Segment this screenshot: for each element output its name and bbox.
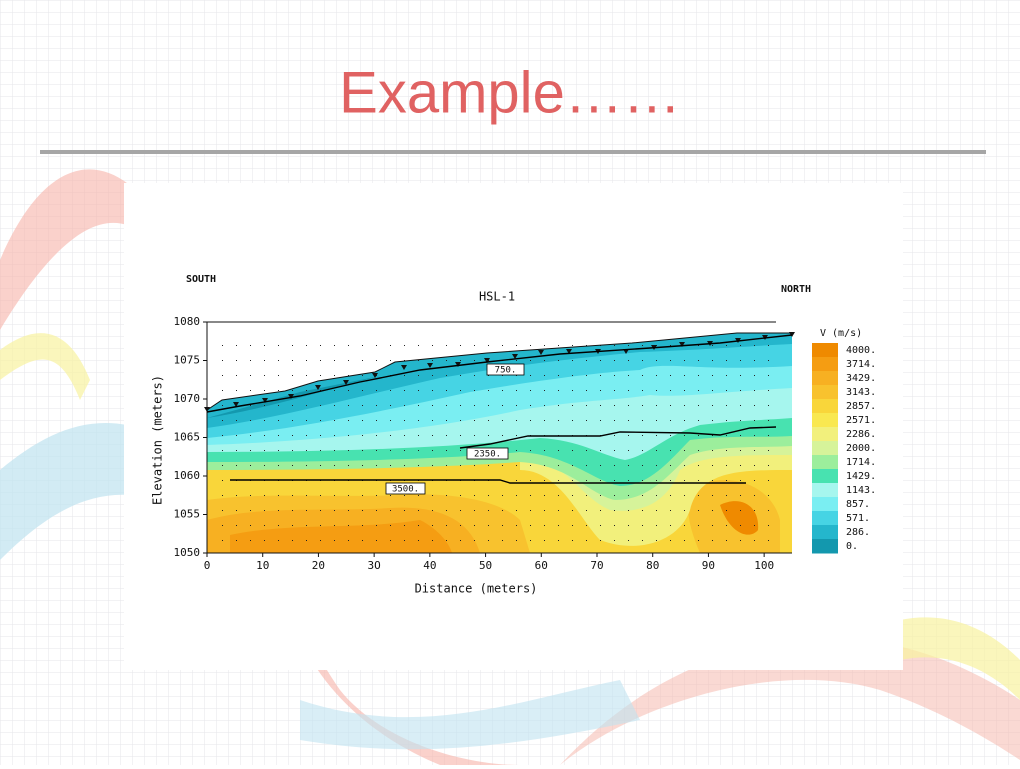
- chart-title: HSL-1: [479, 290, 515, 304]
- y-tick-label: 1075: [174, 354, 201, 367]
- geophone: [288, 394, 294, 399]
- y-tick-label: 1070: [174, 392, 201, 405]
- colorbar-swatch: [812, 399, 838, 414]
- contour-label: 750.: [495, 366, 517, 376]
- decor-swoosh: [900, 617, 1020, 700]
- colorbar-swatch: [812, 441, 838, 456]
- colorbar-label: 2286.: [846, 429, 876, 440]
- y-tick-label: 1055: [174, 508, 201, 521]
- velocity-field: [207, 333, 792, 553]
- colorbar-label: 2000.: [846, 443, 876, 454]
- colorbar-swatch: [812, 427, 838, 442]
- geophone: [427, 363, 433, 368]
- colorbar-label: 1143.: [846, 485, 876, 496]
- decor-swoosh: [0, 333, 90, 400]
- geophone: [679, 342, 685, 347]
- geophone: [233, 402, 239, 407]
- x-tick-label: 3O: [368, 559, 381, 572]
- colorbar-swatch: [812, 455, 838, 470]
- colorbar-label: 2571.: [846, 415, 876, 426]
- x-tick-label: 50: [479, 559, 492, 572]
- contour-line: [230, 479, 746, 484]
- colorbar-label: 1429.: [846, 471, 876, 482]
- contour-label: 2350.: [474, 450, 501, 460]
- colorbar-swatch: [812, 357, 838, 372]
- decor-swoosh: [560, 638, 1020, 765]
- colorbar-swatch: [812, 497, 838, 512]
- geophone: [315, 385, 321, 390]
- y-axis-label: Elevation (meters): [151, 375, 165, 505]
- colorbar-swatch: [812, 413, 838, 428]
- contour-label-box: [466, 447, 509, 460]
- colorbar-swatch: [812, 469, 838, 484]
- geophone: [455, 362, 461, 367]
- colorbar-label: 2857.: [846, 401, 876, 412]
- surface-outline: [206, 332, 792, 411]
- x-tick-label: 20: [312, 559, 325, 572]
- geophone: [262, 398, 268, 403]
- colorbar-title: V (m/s): [820, 328, 862, 339]
- colorbar-label: 0.: [846, 541, 858, 552]
- geophone: [484, 358, 490, 363]
- colorbar-swatch: [812, 371, 838, 386]
- y-tick-label: 1065: [174, 431, 201, 444]
- x-tick-label: 0: [204, 559, 211, 572]
- slide-title: Example……: [339, 60, 681, 125]
- geophone: [789, 332, 795, 337]
- x-tick-label: 10: [256, 559, 269, 572]
- x-tick-label: 70: [590, 559, 603, 572]
- geophone: [538, 350, 544, 355]
- geophone: [343, 380, 349, 385]
- geophone: [372, 373, 378, 378]
- contour-label-box: [385, 482, 426, 495]
- x-tick-label: 40: [423, 559, 436, 572]
- y-tick-label: 1080: [174, 315, 201, 328]
- colorbar-label: 857.: [846, 499, 870, 510]
- colorbar-swatch: [812, 483, 838, 498]
- x-axis-label: Distance (meters): [415, 582, 538, 596]
- colorbar-swatch: [812, 539, 838, 554]
- colorbar-swatch: [812, 511, 838, 526]
- geophone: [566, 349, 572, 354]
- decor-swoosh: [300, 680, 640, 750]
- colorbar-label: 286.: [846, 527, 870, 538]
- colorbar-label: 3714.: [846, 359, 876, 370]
- x-tick-label: 100: [754, 559, 774, 572]
- geophone: [401, 365, 407, 370]
- colorbar-label: 4000.: [846, 345, 876, 356]
- colorbar-swatch: [812, 343, 838, 358]
- x-tick-label: 60: [535, 559, 548, 572]
- decor-swoosh: [0, 169, 520, 765]
- contour-label-box: [486, 363, 525, 376]
- title-rule: [40, 150, 986, 154]
- colorbar-label: 571.: [846, 513, 870, 524]
- annotation: NORTH: [781, 284, 811, 295]
- colorbar-swatch: [812, 385, 838, 400]
- contour-line: [459, 426, 777, 449]
- colorbar-label: 1714.: [846, 457, 876, 468]
- y-tick-label: 1060: [174, 469, 201, 482]
- x-tick-label: 90: [702, 559, 715, 572]
- annotation: SOUTH: [186, 274, 216, 285]
- contour-label: 3500.: [392, 485, 419, 495]
- geophone: [512, 354, 518, 359]
- geophones: [204, 332, 795, 412]
- colorbar-swatch: [812, 525, 838, 540]
- colorbar-label: 3143.: [846, 387, 876, 398]
- y-tick-label: 1050: [174, 546, 201, 559]
- x-tick-label: 80: [646, 559, 659, 572]
- colorbar-label: 3429.: [846, 373, 876, 384]
- contour-line: [206, 334, 793, 413]
